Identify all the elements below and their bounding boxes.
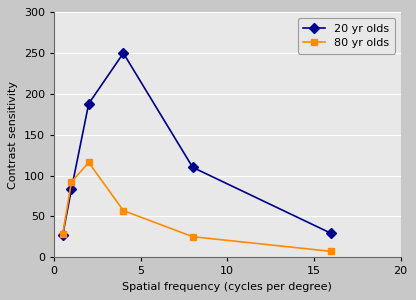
X-axis label: Spatial frequency (cycles per degree): Spatial frequency (cycles per degree) (122, 282, 332, 292)
80 yr olds (329, 250, 334, 253)
80 yr olds (69, 180, 74, 184)
20 yr olds (329, 232, 334, 235)
80 yr olds (190, 235, 195, 238)
80 yr olds (121, 209, 126, 212)
20 yr olds (86, 102, 91, 106)
20 yr olds (121, 51, 126, 55)
Line: 20 yr olds: 20 yr olds (59, 50, 335, 238)
20 yr olds (190, 166, 195, 169)
20 yr olds (60, 233, 65, 237)
Line: 80 yr olds: 80 yr olds (59, 159, 335, 255)
80 yr olds (60, 232, 65, 236)
Y-axis label: Contrast sensitivity: Contrast sensitivity (8, 81, 18, 189)
20 yr olds (69, 188, 74, 191)
Legend: 20 yr olds, 80 yr olds: 20 yr olds, 80 yr olds (298, 18, 395, 54)
80 yr olds (86, 160, 91, 164)
